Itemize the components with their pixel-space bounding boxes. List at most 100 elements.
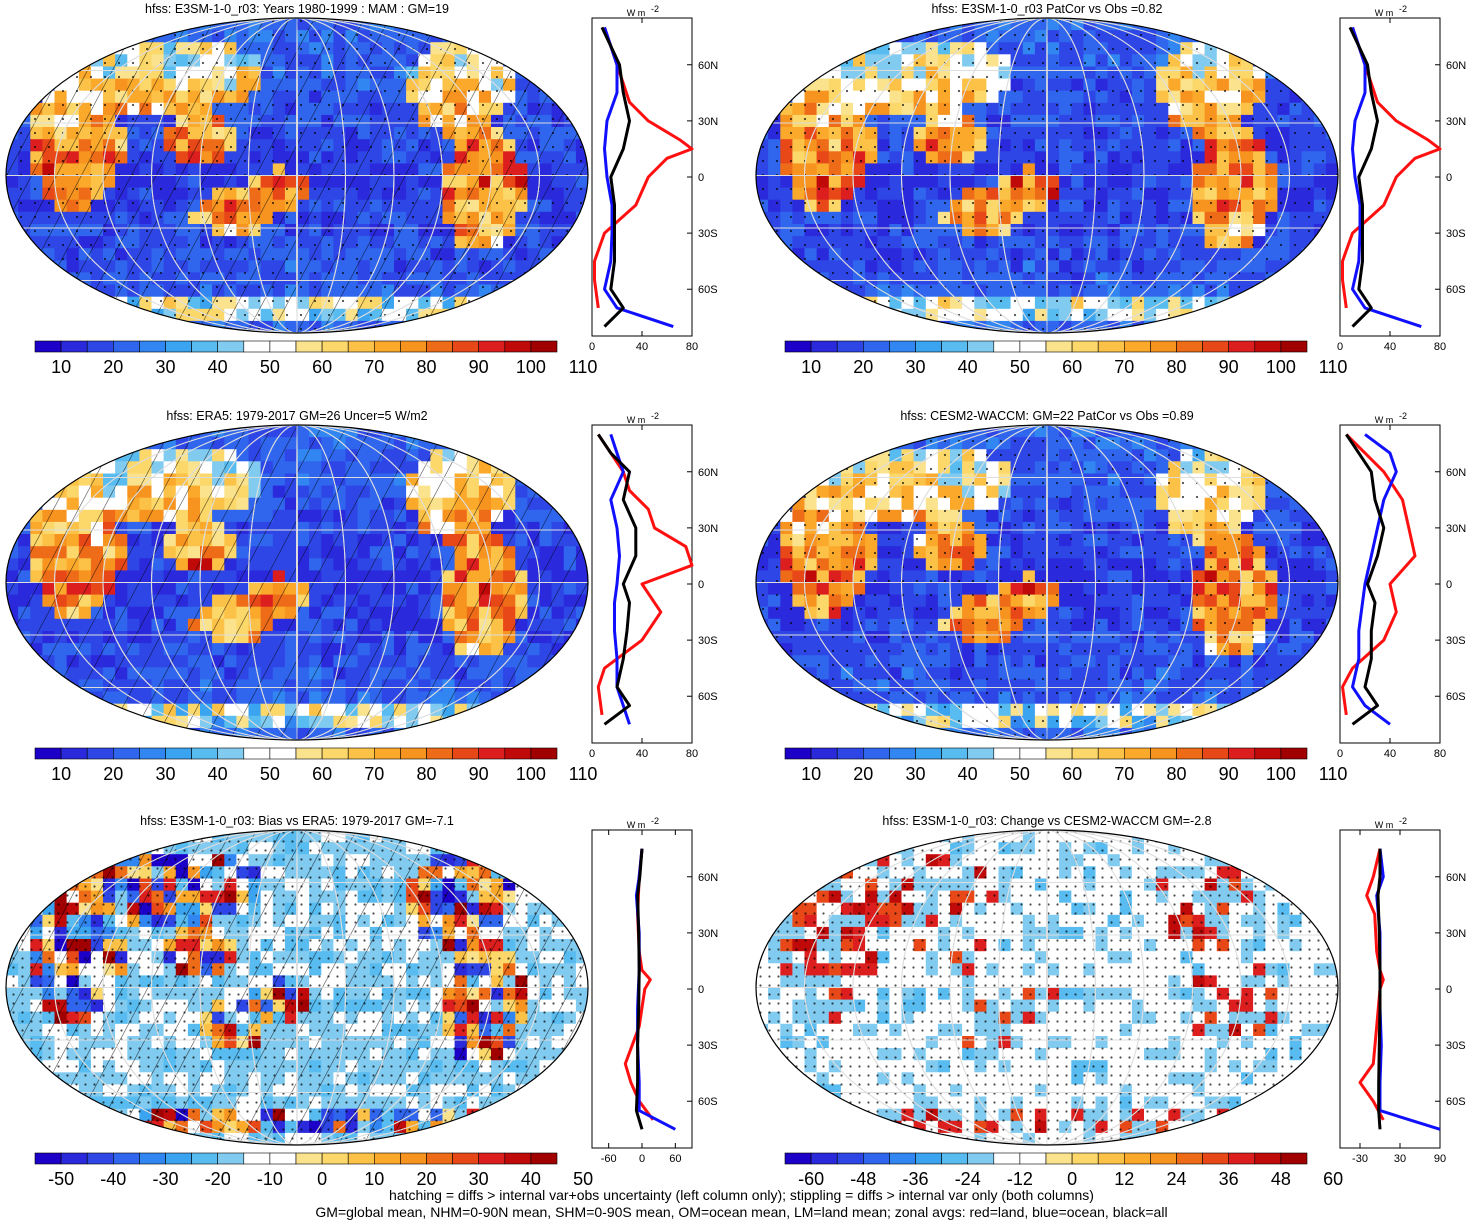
map-cell [1325,102,1338,116]
map-cell [515,461,528,474]
map-cell [478,727,492,740]
map-cell [1313,260,1327,273]
map-cell [1228,437,1242,450]
map-cell [151,18,165,31]
map-cell [768,449,781,462]
map-cell [175,727,189,740]
map-cell [1301,461,1315,474]
map-cell [925,18,939,31]
lat-tick-label: 30S [698,635,718,647]
map-cell [840,449,854,462]
map-cell [575,485,588,499]
map-cell [78,425,92,438]
map-cell [90,308,104,322]
map-cell [780,260,793,273]
map-cell [30,473,43,487]
map-cell [1301,320,1315,333]
map-cell [780,272,793,286]
map-cell [804,461,818,474]
map-cell [515,30,528,43]
map-cell [515,18,528,31]
map-cell [42,679,56,693]
map-cell [1325,272,1338,286]
profile-unit-exponent: -2 [651,4,659,14]
map-cell [1265,437,1278,450]
colorbar-box [347,340,375,353]
map-cell [780,437,793,450]
map-cell [1228,30,1242,43]
map-cell [1228,296,1242,310]
map-cell [1325,521,1338,535]
map-cell [828,42,842,55]
lat-tick-label: 60N [698,60,718,72]
map-cell [30,679,43,693]
map-cell [1241,425,1254,438]
map-cell [1156,320,1169,333]
map-cell [66,727,80,740]
map-cell [115,437,128,450]
colorbar-box [321,747,349,760]
map-cell [792,449,806,462]
map-cell [1253,42,1266,55]
map-cell [828,308,842,322]
map-cell [768,272,781,286]
map-cell [1325,308,1338,322]
map-border [5,424,589,741]
map-cell [1289,449,1303,462]
map-cell [575,655,588,668]
map-cell [527,66,541,80]
map-cell [551,308,565,322]
map-cell [1265,320,1278,333]
map-cell [1253,296,1266,310]
map-cell [756,655,769,668]
map-cell [853,437,866,450]
map-cell [563,691,577,705]
map-cell [515,703,528,717]
map-cell [804,272,818,286]
map-cell [1265,449,1278,462]
map-cell [539,715,553,729]
map-cell [503,715,516,729]
map-cell [515,691,528,705]
map-cell [756,449,769,462]
map-cell [6,703,19,717]
map-cell [1313,461,1327,474]
map-cell [54,691,68,705]
map-cell [539,296,553,310]
colorbar-box [941,340,968,353]
map-cell [30,461,43,474]
map-cell [6,54,19,67]
map-cell [515,437,528,450]
map-cell [756,296,769,310]
map-cell [1241,320,1254,333]
map-cell [792,308,806,322]
colorbar-label: 80 [1166,357,1186,377]
map-cell [1313,497,1327,511]
map-cell [18,667,31,680]
colorbar-box [862,340,890,353]
colorbar-label: 110 [569,764,598,784]
map-cell [756,320,769,333]
map-cell [551,727,565,740]
map-cell [1277,272,1291,286]
map-cell [515,715,528,729]
map-cell [6,66,19,80]
colorbar-box [1019,340,1047,353]
map-cell [1301,54,1315,67]
map-cell [1313,248,1327,261]
map-cell [1265,461,1278,474]
map-cell [1325,320,1338,333]
map-cell [6,114,19,128]
map-cell [563,296,577,310]
map-cell [66,425,80,438]
map-cell [756,497,769,511]
map-cell [563,18,577,31]
map-cell [1325,437,1338,450]
map-cell [1277,66,1291,80]
colorbar-box [1124,340,1151,353]
colorbar-1: 10 20 30 40 50 60 70 80 90 100 110 [34,340,597,377]
map-cell [139,18,153,31]
x-tick-label: 40 [636,748,648,760]
map-cell [551,715,565,729]
map-cell [18,42,31,55]
